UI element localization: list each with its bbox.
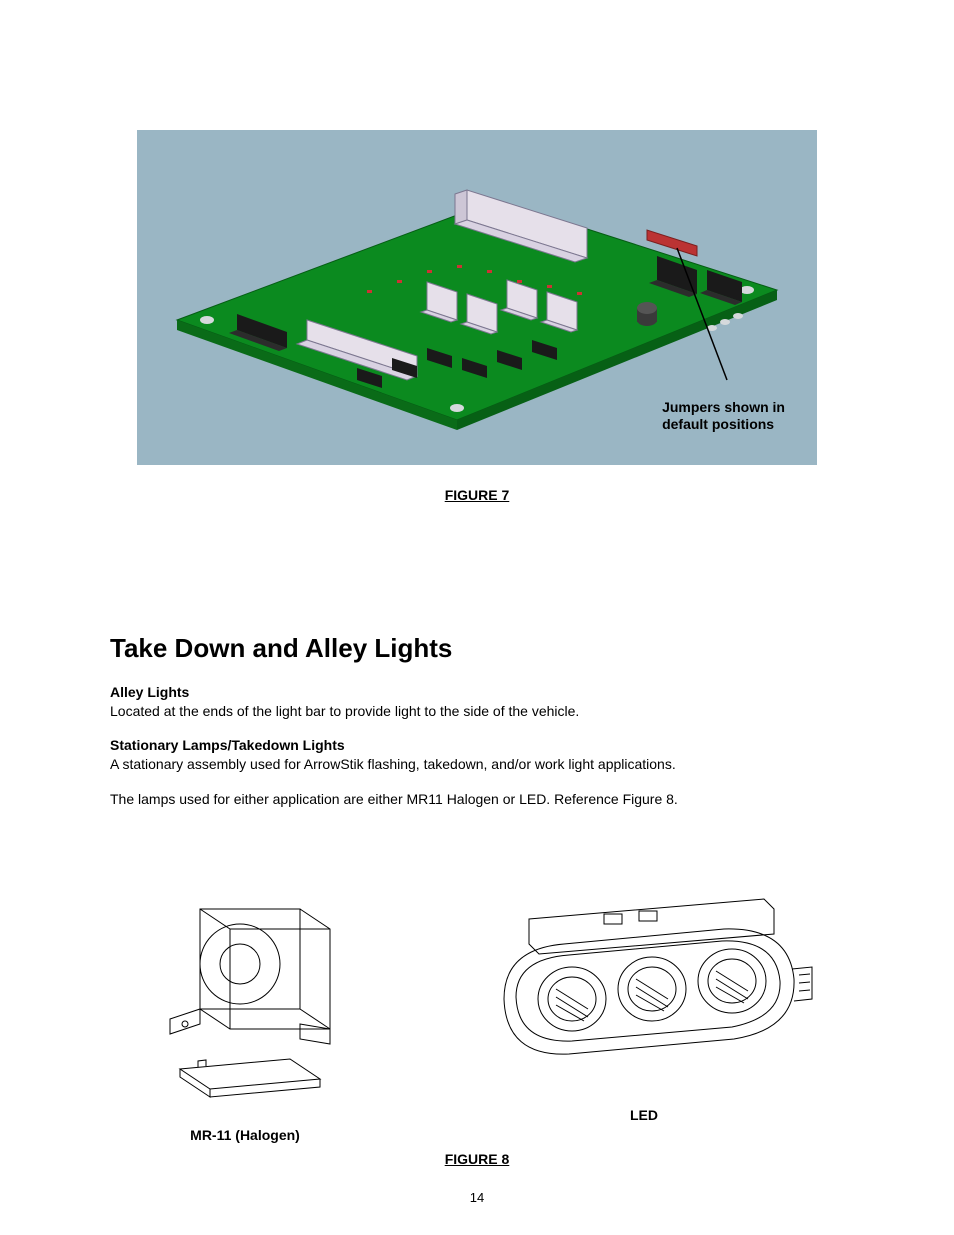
mr11-illustration <box>140 889 350 1109</box>
page-number: 14 <box>0 1190 954 1205</box>
reference-text: The lamps used for either application ar… <box>110 790 844 809</box>
section-title: Take Down and Alley Lights <box>110 633 844 664</box>
figure8-caption: FIGURE 8 <box>110 1151 844 1167</box>
figure7-panel: Jumpers shown in default positions <box>137 130 817 465</box>
stationary-hdr: Stationary Lamps/Takedown Lights <box>110 737 844 753</box>
figure8-mr11: MR-11 (Halogen) <box>140 889 350 1143</box>
alley-lights-hdr: Alley Lights <box>110 684 844 700</box>
figure7-annotation-line2: default positions <box>662 416 774 432</box>
pcb-illustration <box>167 170 787 430</box>
figure7-annotation: Jumpers shown in default positions <box>660 397 787 435</box>
stationary-body: A stationary assembly used for ArrowStik… <box>110 755 844 774</box>
led-caption: LED <box>474 1107 814 1123</box>
mr11-caption: MR-11 (Halogen) <box>140 1127 350 1143</box>
led-illustration <box>474 889 814 1089</box>
figure8-led: LED <box>474 889 814 1143</box>
figure7-caption: FIGURE 7 <box>110 487 844 503</box>
alley-lights-body: Located at the ends of the light bar to … <box>110 702 844 721</box>
figure7-annotation-line1: Jumpers shown in <box>662 399 785 415</box>
figure8-row: MR-11 (Halogen) <box>110 889 844 1143</box>
